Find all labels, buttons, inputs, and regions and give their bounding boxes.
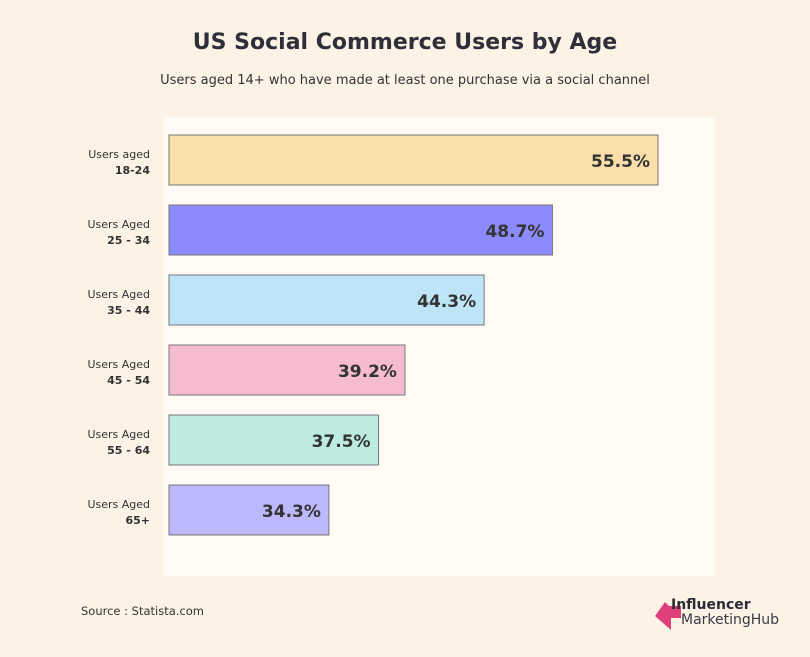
category-label-range: 18-24 (115, 164, 151, 177)
category-label-range: 55 - 64 (107, 444, 150, 457)
bar (168, 484, 330, 536)
chart-title: US Social Commerce Users by Age (192, 30, 618, 55)
bar (168, 274, 485, 326)
category-label: Users Aged (87, 288, 150, 301)
logo-line-1: Influencer (671, 597, 751, 613)
data-label: 48.7% (485, 222, 544, 242)
category-label: Users Aged (87, 498, 150, 511)
source-note: Source : Statista.com (81, 604, 205, 618)
bar (168, 134, 659, 186)
category-label-range: 65+ (125, 514, 150, 527)
category-label: Users aged (88, 148, 150, 161)
category-label: Users Aged (87, 358, 150, 371)
category-label-range: 35 - 44 (107, 304, 150, 317)
data-label: 37.5% (312, 432, 371, 452)
bar (168, 204, 553, 256)
logo-mark-icon (655, 602, 681, 630)
category-label-range: 45 - 54 (107, 374, 150, 387)
data-label: 55.5% (591, 152, 650, 172)
bar (168, 414, 380, 466)
category-label-range: 25 - 34 (107, 234, 150, 247)
category-label: Users Aged (87, 428, 150, 441)
chart-subtitle: Users aged 14+ who have made at least on… (160, 73, 650, 88)
bar (168, 344, 406, 396)
category-label: Users Aged (87, 218, 150, 231)
data-label: 39.2% (338, 362, 397, 382)
influencer-marketing-hub-logo: Influencer MarketingHub (655, 597, 810, 634)
data-label: 34.3% (262, 502, 321, 522)
logo-line-2: MarketingHub (681, 612, 780, 628)
data-label: 44.3% (417, 292, 476, 312)
